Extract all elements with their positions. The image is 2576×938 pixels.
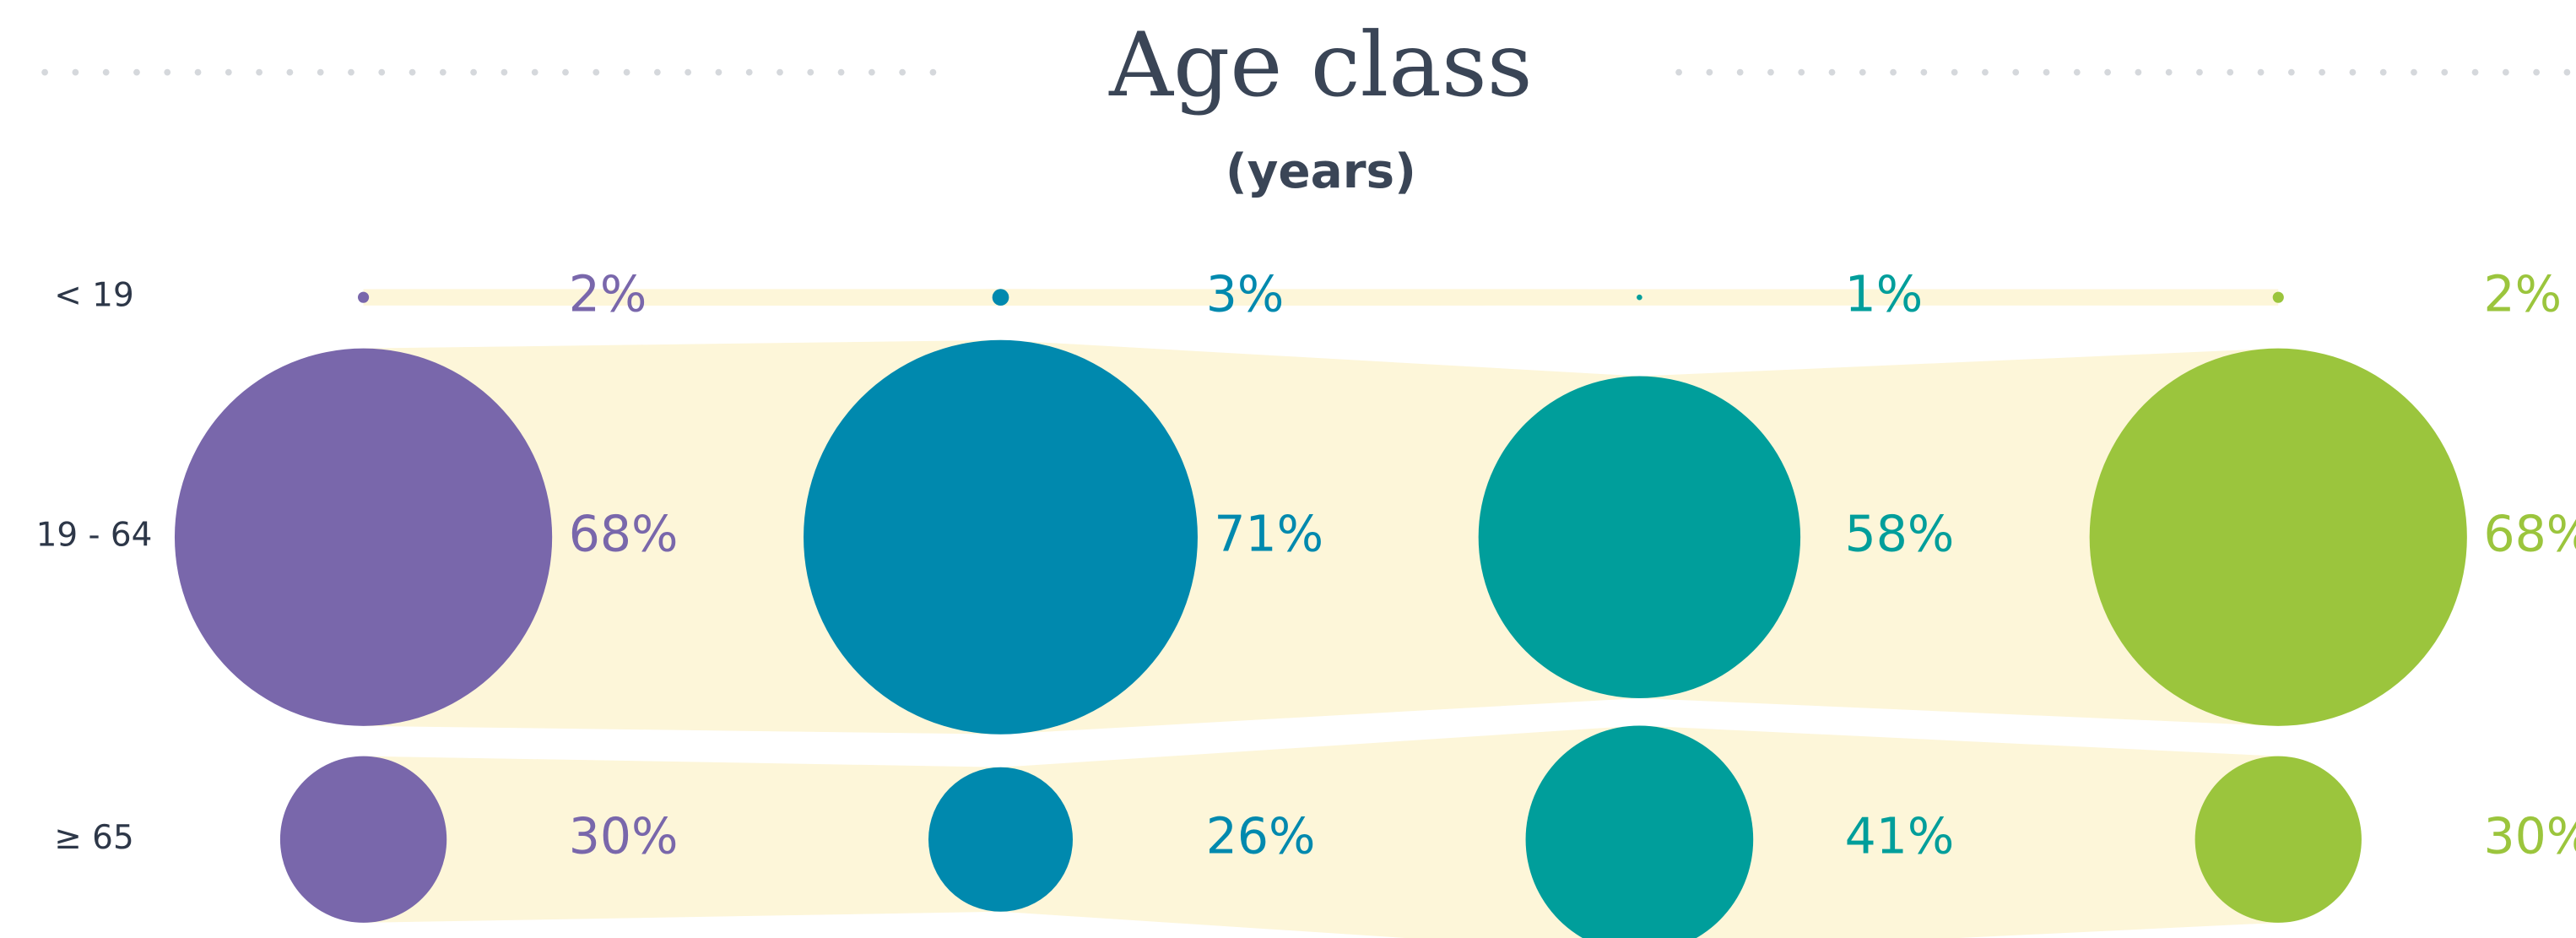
dot	[531, 68, 538, 76]
dot	[41, 68, 48, 76]
dot	[225, 68, 232, 76]
dot	[1736, 68, 1744, 76]
dot	[1798, 68, 1805, 76]
dotted-rule	[41, 68, 2571, 76]
dot	[2196, 68, 2203, 76]
dot	[317, 68, 324, 76]
dot	[929, 68, 937, 76]
bubble	[2272, 291, 2284, 303]
dot	[2043, 68, 2050, 76]
dot	[470, 68, 478, 76]
dot	[1675, 68, 1682, 76]
dot	[2533, 68, 2541, 76]
dot	[72, 68, 79, 76]
dot	[623, 68, 630, 76]
dot	[2165, 68, 2173, 76]
row-label: 19 - 64	[36, 517, 153, 555]
dot	[2471, 68, 2479, 76]
dot	[1982, 68, 1989, 76]
dot	[2257, 68, 2265, 76]
dot	[685, 68, 692, 76]
dot	[501, 68, 508, 76]
dot	[1920, 68, 1928, 76]
dot	[2012, 68, 2020, 76]
dot	[1706, 68, 1713, 76]
chart-subtitle: (years)	[1226, 144, 1416, 199]
value-label: 71%	[1214, 505, 1323, 562]
dot	[868, 68, 875, 76]
dot	[2073, 68, 2081, 76]
dot	[899, 68, 906, 76]
bubble	[2194, 756, 2362, 923]
value-label: 30%	[569, 807, 679, 865]
dot	[837, 68, 845, 76]
dot	[2379, 68, 2387, 76]
dot	[1767, 68, 1774, 76]
value-label: 41%	[1845, 807, 1955, 865]
dot	[777, 68, 783, 76]
dot	[653, 68, 661, 76]
bubble	[1478, 376, 1801, 698]
value-label: 26%	[1206, 807, 1316, 865]
value-label: 58%	[1845, 505, 1955, 562]
dot	[2411, 68, 2417, 76]
bubble	[2089, 348, 2467, 726]
bubble	[804, 339, 1198, 735]
row-label: < 19	[54, 277, 133, 315]
bubble	[928, 767, 1073, 912]
bubble	[357, 291, 370, 303]
value-label: 3%	[1206, 265, 1285, 323]
chart-title: Age class	[1108, 13, 1533, 117]
dot	[593, 68, 600, 76]
bubble	[1525, 725, 1754, 938]
value-label: 30%	[2483, 807, 2576, 865]
bubble	[279, 756, 447, 923]
row-band	[363, 725, 2279, 938]
dot	[715, 68, 722, 76]
dot	[409, 68, 416, 76]
bubble	[1637, 294, 1642, 301]
dot	[1828, 68, 1836, 76]
dot	[348, 68, 354, 76]
value-label: 68%	[2483, 505, 2576, 562]
dot	[102, 68, 110, 76]
bubble	[992, 289, 1009, 306]
dot	[562, 68, 569, 76]
dot	[2227, 68, 2234, 76]
value-label: 2%	[2483, 265, 2562, 323]
row-band	[363, 289, 2279, 306]
dot	[2135, 68, 2142, 76]
dot	[439, 68, 446, 76]
dot	[2502, 68, 2509, 76]
dot	[256, 68, 263, 76]
value-label: 68%	[569, 505, 679, 562]
dot	[378, 68, 386, 76]
bubble	[174, 348, 553, 726]
value-label: 1%	[1845, 265, 1924, 323]
dot	[194, 68, 202, 76]
dot	[2441, 68, 2449, 76]
dot	[133, 68, 140, 76]
dot	[2319, 68, 2326, 76]
dot	[2104, 68, 2111, 76]
row-label: ≥ 65	[54, 819, 133, 857]
dot	[745, 68, 753, 76]
dot	[2287, 68, 2295, 76]
dot	[164, 68, 171, 76]
dot	[286, 68, 294, 76]
dot	[1859, 68, 1866, 76]
dot	[2563, 68, 2571, 76]
dot	[2349, 68, 2357, 76]
dot	[1890, 68, 1897, 76]
dot	[807, 68, 814, 76]
value-label: 2%	[569, 265, 647, 323]
dot	[1951, 68, 1958, 76]
